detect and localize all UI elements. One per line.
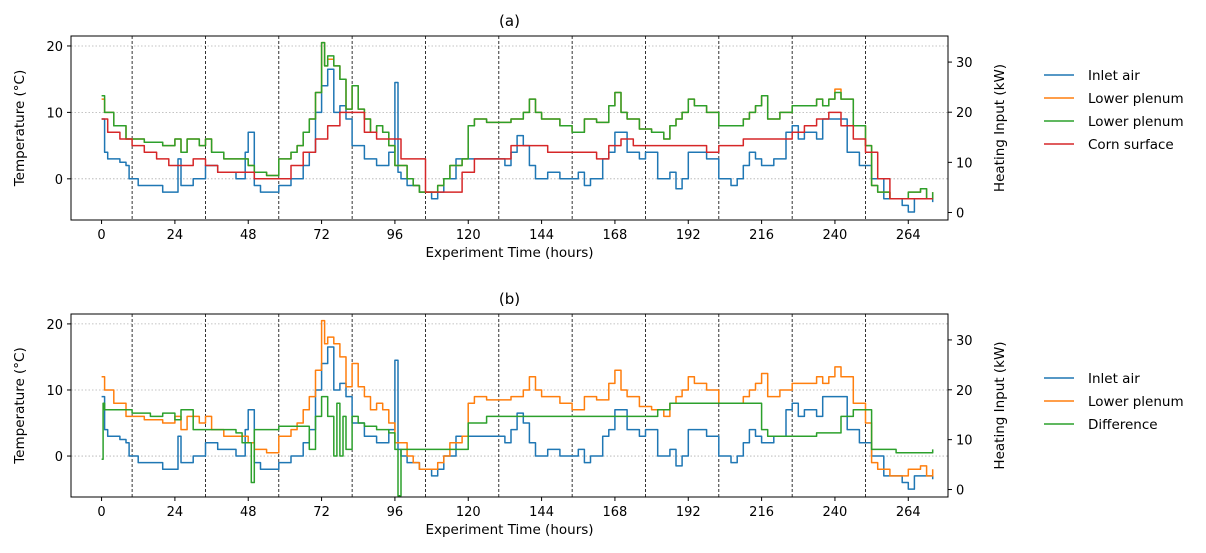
y2-tick-label: 30 xyxy=(956,56,973,71)
x-tick-label: 168 xyxy=(603,505,628,520)
x-tick-label: 168 xyxy=(603,228,628,243)
panel-b: 0 24 48 72 96 120 144 168 192 216 240 264 0 10 20 0 10 20… xyxy=(12,290,1184,538)
panel-title: (b) xyxy=(499,290,520,308)
series-line-1 xyxy=(101,319,934,477)
x-tick-label: 144 xyxy=(529,505,554,520)
legend: Inlet air Lower plenum Lower plenum Corn su… xyxy=(1044,68,1184,153)
y-tick-label: 10 xyxy=(46,106,63,121)
y2-tick-label: 20 xyxy=(956,106,973,121)
y2-tick-label: 0 xyxy=(956,484,964,499)
y-tick-label: 0 xyxy=(55,450,63,465)
x-tick-label: 120 xyxy=(456,505,481,520)
x-tick-label: 192 xyxy=(676,505,701,520)
series-line-3 xyxy=(101,111,933,200)
series-line-0 xyxy=(101,346,934,490)
y2-axis-label: Heating Input (kW) xyxy=(992,64,1008,192)
series-line-1 xyxy=(101,41,934,200)
x-tick-label: 216 xyxy=(749,228,774,243)
x-tick-label: 96 xyxy=(387,228,404,243)
series-line-0 xyxy=(101,68,934,213)
x-tick-label: 96 xyxy=(387,505,404,520)
y-axis-label: Temperature (°C) xyxy=(12,70,28,188)
panel-title: (a) xyxy=(499,12,520,30)
y2-tick-label: 0 xyxy=(956,206,964,221)
legend-label: Lower plenum xyxy=(1088,114,1184,130)
legend-label: Lower plenum xyxy=(1088,394,1184,410)
x-tick-label: 120 xyxy=(456,228,481,243)
x-axis-label: Experiment Time (hours) xyxy=(425,522,593,538)
x-tick-label: 48 xyxy=(240,228,257,243)
x-tick-label: 264 xyxy=(896,228,921,243)
panel-a: 0 24 48 72 96 120 144 168 192 216 240 264 0 10 20 0 10 20… xyxy=(12,12,1184,261)
legend: Inlet air Lower plenum Difference xyxy=(1044,371,1184,433)
legend-label: Inlet air xyxy=(1088,68,1140,84)
x-tick-label: 144 xyxy=(529,228,554,243)
plot-frame xyxy=(70,313,949,498)
x-tick-label: 0 xyxy=(97,228,105,243)
x-tick-label: 240 xyxy=(823,228,848,243)
y2-tick-label: 10 xyxy=(956,434,973,449)
y2-tick-label: 20 xyxy=(956,384,973,399)
x-tick-label: 0 xyxy=(97,505,105,520)
series-line-2 xyxy=(101,41,934,200)
y2-axis-label: Heating Input (kW) xyxy=(992,341,1008,469)
y-axis-label: Temperature (°C) xyxy=(12,347,28,465)
x-tick-label: 192 xyxy=(676,228,701,243)
x-tick-label: 216 xyxy=(749,505,774,520)
y-tick-label: 0 xyxy=(55,173,63,188)
legend-label: Difference xyxy=(1088,417,1158,433)
x-tick-label: 48 xyxy=(240,505,257,520)
x-tick-label: 264 xyxy=(896,505,921,520)
x-tick-label: 72 xyxy=(313,505,330,520)
y2-tick-label: 30 xyxy=(956,334,973,349)
y2-tick-label: 10 xyxy=(956,156,973,171)
x-tick-label: 72 xyxy=(313,228,330,243)
x-tick-label: 240 xyxy=(823,505,848,520)
legend-label: Inlet air xyxy=(1088,371,1140,387)
x-tick-label: 24 xyxy=(167,228,184,243)
series-line-2 xyxy=(101,395,934,497)
x-tick-label: 24 xyxy=(167,505,184,520)
legend-label: Corn surface xyxy=(1088,137,1174,153)
y-tick-label: 10 xyxy=(46,384,63,399)
plot-frame xyxy=(70,35,949,221)
legend-label: Lower plenum xyxy=(1088,91,1184,107)
y-tick-label: 20 xyxy=(46,40,63,55)
y-tick-label: 20 xyxy=(46,318,63,333)
x-axis-label: Experiment Time (hours) xyxy=(425,245,593,261)
